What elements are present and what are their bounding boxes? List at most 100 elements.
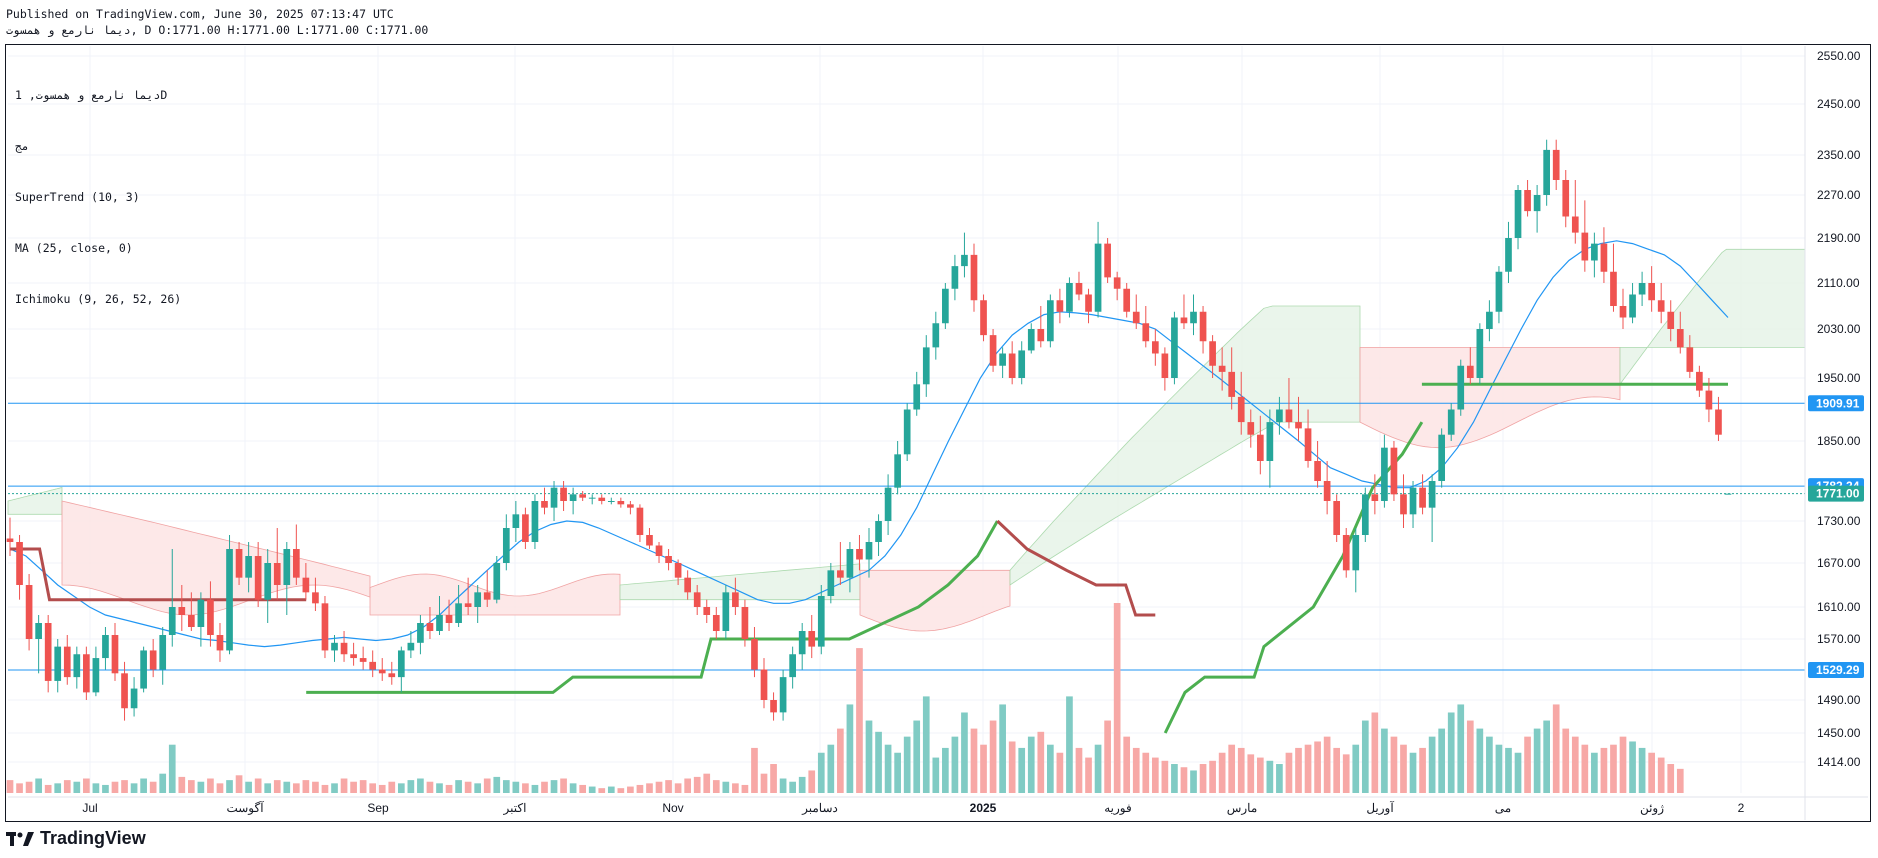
volume-bar[interactable] — [1066, 696, 1073, 793]
candle-body[interactable] — [436, 615, 443, 631]
volume-bar[interactable] — [922, 696, 930, 793]
candle-body[interactable] — [111, 635, 119, 674]
candle-body[interactable] — [1505, 238, 1512, 272]
volume-bar[interactable] — [1352, 744, 1360, 793]
candle-body[interactable] — [732, 592, 739, 607]
volume-bar[interactable] — [44, 784, 52, 793]
volume-bar[interactable] — [1142, 752, 1150, 793]
candle-body[interactable] — [817, 596, 825, 647]
volume-bar[interactable] — [712, 780, 720, 793]
candle-body[interactable] — [483, 592, 491, 600]
candle-body[interactable] — [1361, 494, 1369, 535]
volume-bar[interactable] — [541, 781, 548, 793]
volume-bar[interactable] — [188, 780, 195, 793]
volume-bar[interactable] — [273, 780, 281, 793]
candle-body[interactable] — [1209, 341, 1216, 366]
candle-body[interactable] — [1190, 311, 1197, 324]
volume-bar[interactable] — [1610, 744, 1617, 793]
price-tag[interactable] — [1808, 662, 1864, 679]
volume-bar[interactable] — [321, 784, 329, 793]
candle-body[interactable] — [522, 514, 529, 542]
candle-body[interactable] — [1447, 409, 1455, 435]
candle-body[interactable] — [1657, 300, 1665, 312]
volume-bar[interactable] — [531, 784, 539, 793]
volume-bar[interactable] — [1600, 747, 1608, 793]
volume-bar[interactable] — [913, 720, 921, 793]
candle-body[interactable] — [989, 335, 997, 366]
candle-body[interactable] — [1276, 409, 1283, 423]
volume-bar[interactable] — [436, 783, 443, 793]
volume-bar[interactable] — [1409, 752, 1417, 793]
candle-body[interactable] — [712, 615, 720, 631]
candle-body[interactable] — [1047, 300, 1054, 342]
volume-bar[interactable] — [369, 783, 377, 793]
volume-bar[interactable] — [674, 783, 682, 793]
volume-bar[interactable] — [1381, 728, 1388, 793]
volume-bar[interactable] — [1151, 757, 1159, 793]
candle-body[interactable] — [1428, 481, 1436, 508]
candle-body[interactable] — [1438, 434, 1446, 481]
candle-body[interactable] — [235, 549, 243, 578]
candle-body[interactable] — [970, 254, 978, 301]
volume-bar[interactable] — [1304, 744, 1312, 793]
candle-body[interactable] — [188, 615, 195, 627]
chart-frame[interactable] — [5, 44, 1871, 822]
volume-bar[interactable] — [741, 784, 749, 793]
volume-bar[interactable] — [1447, 712, 1455, 793]
candle-body[interactable] — [1629, 294, 1636, 318]
candle-body[interactable] — [674, 563, 682, 578]
candle-body[interactable] — [1333, 501, 1341, 535]
candle-body[interactable] — [1113, 277, 1121, 289]
candle-body[interactable] — [1285, 409, 1293, 423]
candle-body[interactable] — [779, 677, 787, 713]
volume-bar[interactable] — [102, 784, 109, 793]
candle-body[interactable] — [999, 353, 1006, 366]
volume-bar[interactable] — [130, 783, 138, 793]
candle-body[interactable] — [1400, 494, 1407, 515]
candle-body[interactable] — [922, 347, 930, 385]
candle-body[interactable] — [369, 661, 377, 670]
volume-bar[interactable] — [865, 720, 873, 793]
candle-body[interactable] — [1018, 350, 1026, 378]
candle-body[interactable] — [216, 635, 224, 651]
candle-body[interactable] — [283, 549, 291, 585]
candle-body[interactable] — [1256, 434, 1264, 461]
candle-body[interactable] — [894, 454, 901, 488]
candle-body[interactable] — [760, 669, 768, 701]
volume-bar[interactable] — [1466, 720, 1474, 793]
volume-bar[interactable] — [1190, 770, 1197, 793]
candle-body[interactable] — [397, 650, 405, 678]
candle-body[interactable] — [1466, 365, 1474, 378]
candle-body[interactable] — [121, 673, 128, 709]
candle-body[interactable] — [149, 650, 157, 670]
volume-bar[interactable] — [1314, 741, 1321, 793]
candle-body[interactable] — [1085, 294, 1092, 312]
volume-bar[interactable] — [464, 781, 472, 793]
volume-bar[interactable] — [1514, 752, 1522, 793]
volume-bar[interactable] — [92, 783, 100, 793]
volume-bar[interactable] — [1428, 736, 1436, 793]
candle-body[interactable] — [1151, 341, 1159, 354]
candle-body[interactable] — [1715, 409, 1722, 435]
volume-bar[interactable] — [1104, 720, 1111, 793]
candle-body[interactable] — [932, 323, 940, 348]
volume-bar[interactable] — [140, 778, 147, 793]
volume-bar[interactable] — [1008, 741, 1016, 793]
volume-bar[interactable] — [1629, 741, 1636, 793]
volume-bar[interactable] — [1581, 744, 1589, 793]
volume-bar[interactable] — [1533, 728, 1541, 793]
volume-bar[interactable] — [25, 781, 33, 793]
candle-body[interactable] — [846, 549, 854, 578]
volume-bar[interactable] — [359, 780, 367, 793]
volume-bar[interactable] — [426, 781, 434, 793]
candle-body[interactable] — [1304, 428, 1312, 461]
candle-body[interactable] — [550, 487, 558, 508]
candle-body[interactable] — [951, 266, 959, 289]
candle-body[interactable] — [1562, 180, 1570, 217]
volume-bar[interactable] — [312, 781, 319, 793]
volume-bar[interactable] — [1457, 704, 1465, 793]
volume-bar[interactable] — [1180, 767, 1188, 793]
candle-body[interactable] — [1457, 365, 1465, 410]
volume-bar[interactable] — [646, 783, 653, 793]
